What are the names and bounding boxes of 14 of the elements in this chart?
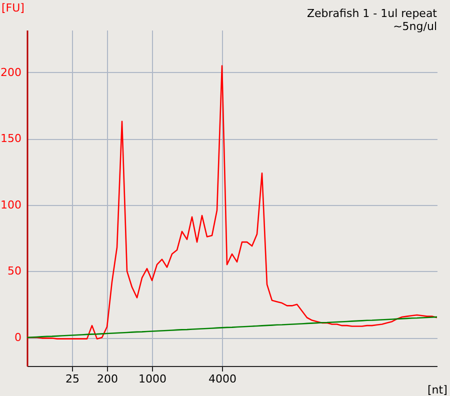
y-tick-label: 200 (0, 66, 22, 79)
y-tick-label: 0 (14, 331, 22, 344)
x-axis-title: [nt] (428, 384, 448, 396)
chart-title: Zebrafish 1 - 1ul repeat (306, 7, 438, 20)
y-tick-label: 150 (0, 132, 22, 146)
x-tick-label: 200 (97, 372, 118, 386)
x-tick-label: 4000 (208, 372, 236, 386)
y-tick-label: 50 (8, 264, 22, 278)
chart-subtitle: ~5ng/ul (393, 20, 437, 33)
y-axis-title: [FU] (2, 2, 24, 14)
x-tick-label: 1000 (138, 372, 166, 386)
x-tick-label: 25 (66, 372, 80, 386)
line-series (27, 316, 437, 338)
y-tick-label: 100 (0, 198, 22, 212)
